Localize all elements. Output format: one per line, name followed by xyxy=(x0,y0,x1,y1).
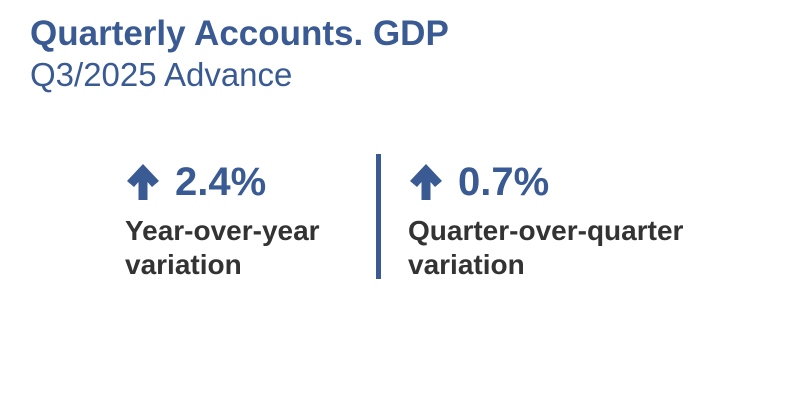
metric-value: 0.7% xyxy=(458,159,550,204)
metric: 0.7% Quarter-over-quarter variation xyxy=(408,158,748,282)
up-arrow xyxy=(410,164,442,200)
metric-value: 2.4% xyxy=(175,159,267,204)
up-arrow xyxy=(127,164,159,200)
title: Quarterly Accounts. GDP xyxy=(30,14,449,53)
metric-row: 0.7% xyxy=(408,158,748,206)
subtitle: Q3/2025 Advance xyxy=(30,56,293,93)
divider xyxy=(376,154,381,279)
metric-row: 2.4% xyxy=(125,158,355,206)
metric-label: Quarter-over-quarter variation xyxy=(408,215,684,280)
metric: 2.4% Year-over-year variation xyxy=(125,158,355,282)
metric-label: Year-over-year variation xyxy=(125,215,320,280)
